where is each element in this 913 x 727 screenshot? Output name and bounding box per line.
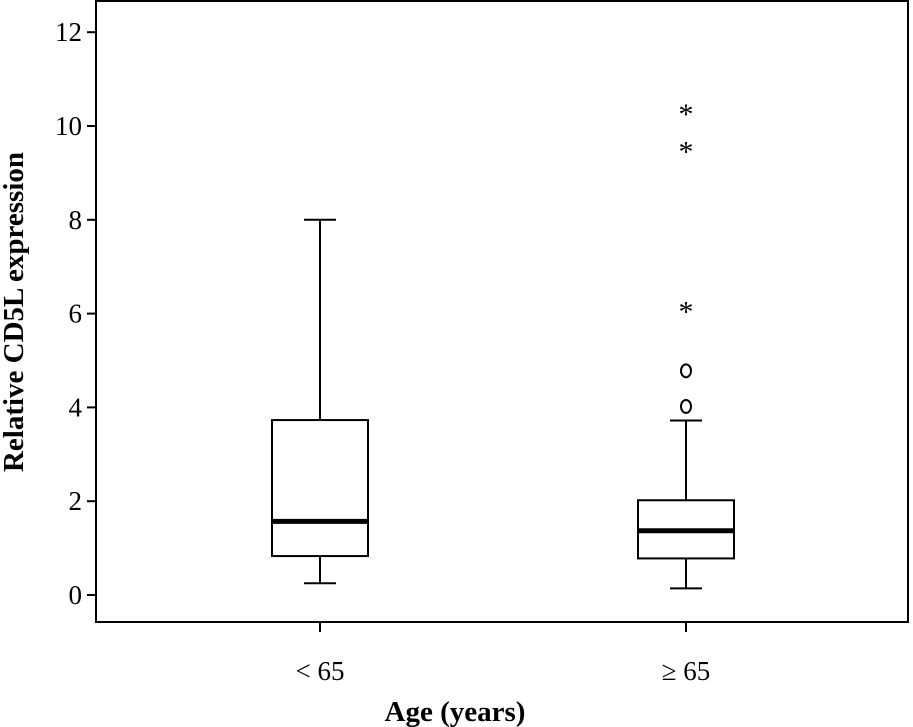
box-group: * * *: [637, 98, 735, 590]
iqr-box: [271, 419, 369, 558]
x-tick-label: < 65: [296, 656, 345, 686]
outlier-asterisk: *: [679, 296, 694, 329]
y-tick-label: 6: [69, 299, 83, 329]
y-axis: 0 2 4 6 8 10 12: [55, 17, 96, 610]
y-tick-label: 12: [55, 17, 82, 47]
y-tick-label: 8: [69, 205, 83, 235]
plot-frame: [95, 0, 909, 623]
outlier-circle: [680, 398, 692, 414]
outlier-asterisk: *: [679, 136, 694, 169]
x-tick-label: ≥ 65: [662, 656, 711, 686]
y-axis-title: Relative CD5L expression: [0, 152, 30, 472]
boxes-layer: * * *: [271, 98, 735, 590]
y-tick-label: 0: [69, 580, 83, 610]
x-axis-title: Age (years): [385, 696, 526, 727]
y-tick-label: 2: [69, 486, 83, 516]
y-tick-label: 10: [55, 111, 82, 141]
box-group: [271, 218, 369, 585]
outlier-circle: [680, 363, 692, 379]
x-axis: < 65 ≥ 65: [296, 622, 711, 686]
y-tick-label: 4: [69, 392, 83, 422]
outlier-asterisk: *: [679, 98, 694, 131]
